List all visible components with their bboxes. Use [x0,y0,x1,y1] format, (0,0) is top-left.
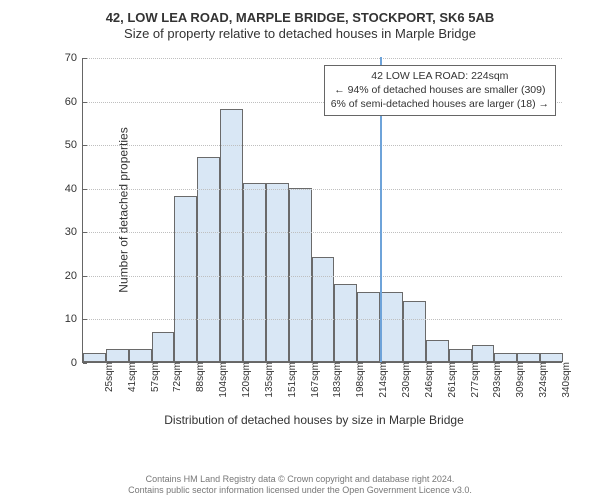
y-tick-label: 40 [65,183,83,195]
x-axis-label: Distribution of detached houses by size … [54,413,574,427]
x-tick-label: 183sqm [328,362,343,398]
histogram-bar [83,353,106,362]
gridline [83,319,562,320]
x-tick-label: 57sqm [146,362,161,392]
x-tick-label: 104sqm [214,362,229,398]
title-line-2: Size of property relative to detached ho… [0,26,600,42]
x-tick-label: 41sqm [123,362,138,392]
x-tick-label: 261sqm [443,362,458,398]
histogram-bar [426,340,449,362]
y-tick-label: 0 [71,357,83,369]
histogram-bar [449,349,472,362]
chart-container: Number of detached properties 0102030405… [54,50,574,420]
x-tick-label: 151sqm [283,362,298,398]
histogram-bar [403,301,426,362]
histogram-bar [472,345,495,362]
y-tick-label: 50 [65,139,83,151]
histogram-bar [152,332,175,363]
x-tick-label: 25sqm [100,362,115,392]
gridline [83,232,562,233]
footer-attribution: Contains HM Land Registry data © Crown c… [0,474,600,497]
y-tick-label: 60 [65,96,83,108]
plot-area: Number of detached properties 0102030405… [82,58,562,363]
histogram-bar [380,292,403,362]
chart-title-block: 42, LOW LEA ROAD, MARPLE BRIDGE, STOCKPO… [0,0,600,43]
histogram-bar [129,349,152,362]
x-tick-label: 167sqm [306,362,321,398]
gridline [83,276,562,277]
y-tick-label: 30 [65,226,83,238]
gridline [83,189,562,190]
x-tick-label: 293sqm [488,362,503,398]
footer-line-1: Contains HM Land Registry data © Crown c… [0,474,600,485]
x-tick-label: 135sqm [260,362,275,398]
footer-line-2: Contains public sector information licen… [0,485,600,496]
x-tick-label: 88sqm [191,362,206,392]
histogram-bar [517,353,540,362]
histogram-bar [540,353,563,362]
x-tick-label: 198sqm [351,362,366,398]
histogram-bar [357,292,380,362]
annotation-box: 42 LOW LEA ROAD: 224sqm← 94% of detached… [324,65,556,116]
x-tick-label: 277sqm [466,362,481,398]
y-tick-label: 70 [65,52,83,64]
histogram-bar [266,183,289,362]
histogram-bar [312,257,335,362]
histogram-bar [243,183,266,362]
x-tick-label: 120sqm [237,362,252,398]
gridline [83,145,562,146]
histogram-bar [494,353,517,362]
annotation-line: 42 LOW LEA ROAD: 224sqm [331,69,549,83]
y-tick-label: 20 [65,270,83,282]
annotation-line: 6% of semi-detached houses are larger (1… [331,97,549,111]
title-line-1: 42, LOW LEA ROAD, MARPLE BRIDGE, STOCKPO… [0,10,600,26]
histogram-bar [220,109,243,362]
x-tick-label: 72sqm [168,362,183,392]
y-tick-label: 10 [65,313,83,325]
annotation-line: ← 94% of detached houses are smaller (30… [331,83,549,97]
x-tick-label: 340sqm [557,362,572,398]
x-tick-label: 324sqm [534,362,549,398]
gridline [83,58,562,59]
x-tick-label: 230sqm [397,362,412,398]
histogram-bar [106,349,129,362]
x-tick-label: 214sqm [374,362,389,398]
histogram-bar [174,196,197,362]
histogram-bar [334,284,357,362]
x-tick-label: 309sqm [511,362,526,398]
x-tick-label: 246sqm [420,362,435,398]
